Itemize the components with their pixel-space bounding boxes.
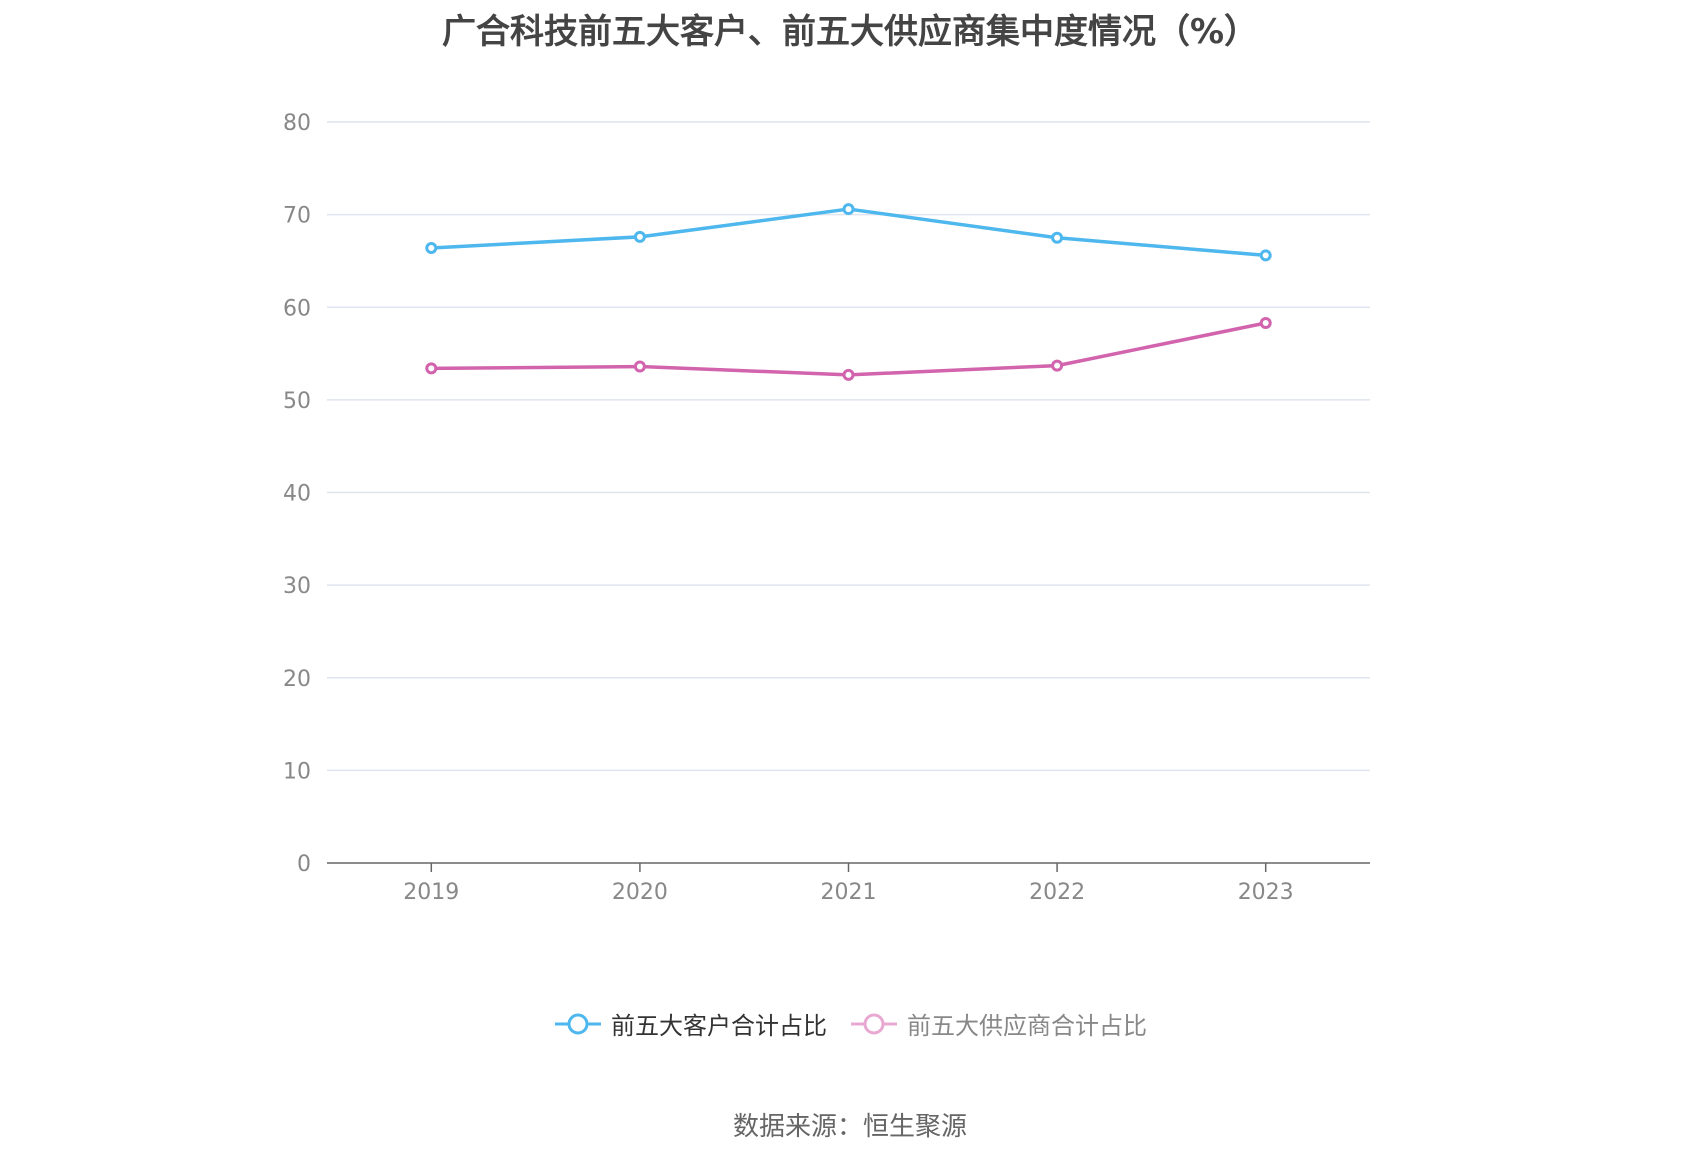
- grid-lines: [327, 121, 1370, 772]
- data-point[interactable]: [633, 230, 646, 243]
- y-tick-label: 80: [283, 111, 311, 136]
- data-point[interactable]: [1051, 231, 1064, 244]
- chart-title: 广合科技前五大客户、前五大供应商集中度情况（%）: [441, 12, 1259, 52]
- x-tick-label: 2022: [1029, 880, 1085, 905]
- y-tick-label: 20: [283, 667, 311, 692]
- data-source-note: 数据来源：恒生聚源: [732, 1112, 967, 1142]
- axes: 0 10 20 30 40 50 60 70 80 2019 2020 2021 2022 2023: [283, 111, 1370, 905]
- x-tick-label: 2019: [403, 880, 459, 905]
- legend-item-suppliers[interactable]: 前五大供应商合计占比: [849, 1006, 1147, 1041]
- y-tick-label: 60: [283, 296, 311, 321]
- data-point[interactable]: [633, 360, 646, 373]
- series: [425, 203, 1272, 381]
- series-line-1: [431, 321, 1267, 377]
- y-tick-label: 50: [283, 389, 311, 414]
- x-tick-label: 2023: [1238, 880, 1294, 905]
- data-point[interactable]: [425, 362, 438, 375]
- x-tick-label: 2020: [612, 880, 668, 905]
- legend-marker-suppliers-icon: [851, 1013, 897, 1034]
- line-chart: 0 10 20 30 40 50 60 70 80 2019 2020 2021 2022 2023: [283, 111, 1370, 905]
- y-tick-label: 0: [297, 852, 311, 877]
- legend: 前五大客户合计占比 前五大供应商合计占比: [0, 1006, 1700, 1041]
- data-point[interactable]: [842, 368, 855, 381]
- data-point[interactable]: [1259, 316, 1272, 329]
- legend-label-suppliers: 前五大供应商合计占比: [907, 1012, 1147, 1040]
- y-tick-label: 70: [283, 204, 311, 229]
- series-line-0: [431, 207, 1266, 258]
- data-point[interactable]: [1051, 359, 1064, 372]
- legend-marker-customers-icon: [555, 1013, 601, 1034]
- y-tick-label: 40: [283, 482, 311, 507]
- data-point[interactable]: [842, 203, 855, 216]
- legend-item-customers[interactable]: 前五大客户合计占比: [553, 1006, 827, 1041]
- x-tick-label: 2021: [821, 880, 877, 905]
- legend-label-customers: 前五大客户合计占比: [611, 1012, 827, 1040]
- data-point[interactable]: [425, 241, 438, 254]
- y-tick-label: 10: [283, 759, 311, 784]
- data-point[interactable]: [1259, 249, 1272, 262]
- y-tick-label: 30: [283, 574, 311, 599]
